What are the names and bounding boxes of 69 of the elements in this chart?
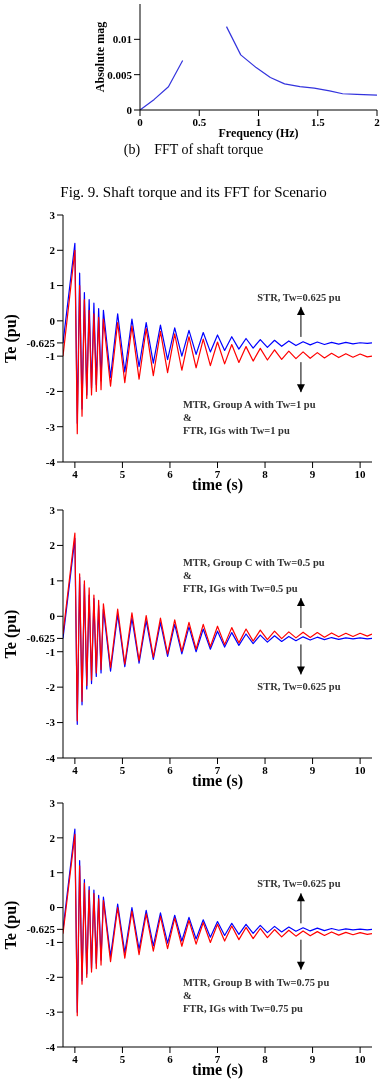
x-tick-label: 6 [167, 1052, 174, 1065]
y-tick-label: -3 [45, 420, 56, 433]
y-tick-label: 2 [49, 244, 56, 257]
y-tick-label: 0.01 [112, 33, 132, 46]
y-tick-label: -1 [45, 350, 55, 363]
y-tick-label: -1 [45, 936, 55, 949]
x-tick-label: 10 [354, 763, 367, 776]
x-tick-label: 6 [167, 467, 174, 480]
x-tick-label: 7 [214, 467, 221, 480]
y-tick-label: -2 [45, 385, 56, 398]
y-tick-label: -0.625 [26, 923, 56, 936]
x-tick-label: 10 [354, 1052, 367, 1065]
annotation: MTR, Group B with Tw=0.75 pu & FTR, IGs with Tw=0.75 pu [182, 976, 330, 1014]
y-tick-label: 0 [126, 103, 133, 116]
x-tick-label: 8 [262, 467, 269, 480]
y-tick-label: 0.005 [107, 68, 133, 81]
x-tick-label: 4 [72, 467, 79, 480]
x-tick-label: 4 [72, 763, 79, 776]
y-tick-label: 3 [49, 796, 56, 809]
x-tick-label: 10 [354, 467, 367, 480]
y-tick-label: 0 [49, 901, 56, 914]
x-tick-label: 8 [262, 1052, 269, 1065]
y-tick-label: -3 [45, 716, 56, 729]
annotation: STR, Tw=0.625 pu [257, 681, 341, 693]
y-axis-title: Te (pu) [2, 314, 20, 363]
y-tick-label: -0.625 [26, 632, 56, 645]
x-tick-label: 4 [72, 1052, 79, 1065]
annotation: STR, Tw=0.625 pu [257, 878, 341, 890]
y-axis-title: Absolute mag [93, 21, 107, 93]
y-tick-label: 1 [49, 574, 55, 587]
y-tick-label: 2 [49, 831, 56, 844]
y-axis-title: Te (pu) [2, 609, 20, 659]
x-tick-label: 7 [214, 763, 221, 776]
x-tick-label: 5 [119, 1052, 126, 1065]
x-tick-label: 2 [374, 115, 381, 128]
x-tick-label: 9 [309, 467, 316, 480]
x-tick-label: 1 [255, 115, 262, 128]
y-tick-label: -4 [45, 1040, 56, 1053]
x-tick-label: 0.5 [192, 115, 207, 128]
annotation: MTR, Group A with Tw=1 pu & FTR, IGs with Tw=1 pu [182, 399, 316, 437]
y-tick-label: 1 [49, 866, 55, 879]
y-tick-label: 0 [49, 314, 56, 327]
y-axis-title: Te (pu) [2, 900, 20, 950]
y-tick-label: -4 [45, 455, 56, 468]
y-tick-label: 0 [49, 610, 56, 623]
y-tick-label: -3 [45, 1006, 56, 1019]
y-tick-label: 1 [49, 279, 55, 292]
x-tick-label: 5 [119, 763, 126, 776]
y-tick-label: -2 [45, 971, 56, 984]
x-axis-title: Frequency (Hz) [218, 126, 299, 140]
annotation: MTR, Group C with Tw=0.5 pu & FTR, IGs with Tw=0.5 pu [182, 557, 325, 594]
text: (b) FFT of shaft torque [122, 142, 265, 158]
y-tick-label: 2 [49, 539, 56, 552]
y-tick-label: -2 [45, 681, 56, 694]
x-tick-label: 9 [309, 1052, 316, 1065]
y-tick-label: 3 [49, 503, 56, 516]
x-tick-label: 0 [137, 115, 144, 128]
y-tick-label: -4 [45, 751, 56, 764]
caption: Fig. 9. Shaft torque and its FFT for Scenario [59, 184, 328, 201]
x-tick-label: 7 [214, 1052, 221, 1065]
y-tick-label: 3 [49, 208, 56, 221]
annotation: STR, Tw=0.625 pu [257, 291, 341, 303]
x-tick-label: 8 [262, 763, 269, 776]
x-tick-label: 6 [167, 763, 174, 776]
y-tick-label: -1 [45, 645, 55, 658]
x-tick-label: 9 [309, 763, 316, 776]
x-tick-label: 5 [119, 467, 126, 480]
y-tick-label: -0.625 [26, 336, 56, 349]
x-tick-label: 1.5 [310, 115, 326, 128]
